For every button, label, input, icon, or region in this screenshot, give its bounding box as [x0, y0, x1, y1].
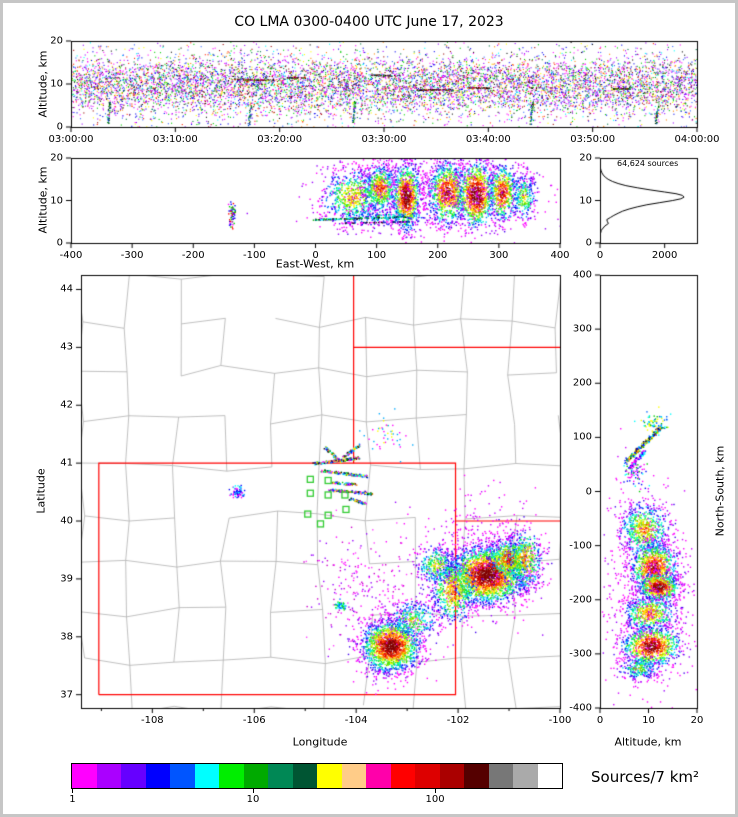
time-height-panel	[59, 29, 709, 139]
colorbar-segment	[170, 764, 195, 788]
colorbar-segment	[292, 764, 317, 788]
tick-label: -200	[181, 250, 205, 261]
tick-label: 0	[596, 250, 604, 261]
tick-label: 0	[585, 237, 592, 249]
tick-label: 03:20:00	[257, 134, 303, 145]
tick-label: 10	[642, 715, 655, 726]
tick-label: 100	[425, 794, 445, 805]
map-panel	[69, 263, 572, 720]
tick-label: 04:00:00	[674, 134, 720, 145]
tick-label: 0	[312, 250, 319, 261]
colorbar-segment	[488, 764, 513, 788]
tick-label: 20	[690, 715, 704, 726]
colorbar-segment	[366, 764, 391, 788]
tick-label: -108	[140, 715, 164, 726]
tick-label: -300	[120, 250, 144, 261]
tick-label: 10	[50, 195, 63, 206]
tick-label: 200	[572, 377, 592, 389]
tick-label: 0	[56, 121, 63, 133]
tick-label: 03:10:00	[152, 134, 198, 145]
tick-label: -106	[242, 715, 266, 726]
tick-label: 20	[50, 35, 63, 47]
tick-label: 200	[428, 250, 448, 261]
tick-label: 44	[60, 283, 73, 295]
colorbar	[71, 763, 563, 789]
ns-panel-xlabel: Altitude, km	[614, 735, 682, 749]
colorbar-segment	[194, 764, 219, 788]
colorbar-tick	[253, 789, 255, 793]
colorbar-tick	[435, 789, 437, 793]
tick-label: 39	[60, 573, 73, 585]
ns-panel-right-label: North-South, km	[713, 445, 727, 537]
colorbar-segment	[513, 764, 538, 788]
colorbar-segment	[439, 764, 464, 788]
tick-label: 400	[572, 269, 592, 281]
tick-label: -200	[569, 594, 592, 606]
tick-label: 03:00:00	[48, 134, 94, 145]
tick-label: 43	[60, 341, 73, 353]
tick-label: 03:50:00	[570, 134, 616, 145]
colorbar-label: Sources/7 km²	[591, 768, 700, 786]
colorbar-segment	[145, 764, 170, 788]
tick-label: 38	[60, 631, 73, 643]
tick-label: 10	[579, 195, 592, 206]
colorbar-segment	[464, 764, 489, 788]
tick-label: 40	[60, 515, 73, 527]
source-count-annotation: 64,624 sources	[617, 159, 679, 168]
tick-label: 20	[579, 152, 592, 164]
tick-label: 41	[60, 457, 73, 469]
tick-label: 10	[50, 78, 63, 90]
colorbar-tick	[72, 789, 74, 793]
ew-panel-ylabel: Altitude, km	[36, 166, 50, 234]
tick-label: 0	[56, 237, 63, 249]
colorbar-segment	[415, 764, 440, 788]
altitude-histogram-panel	[588, 146, 709, 255]
tick-label: 300	[489, 250, 509, 261]
tick-label: -400	[569, 702, 592, 714]
colorbar-segment	[243, 764, 268, 788]
tick-label: 100	[572, 431, 592, 443]
colorbar-segment	[121, 764, 146, 788]
ew-panel-xlabel: East-West, km	[275, 257, 355, 271]
tick-label: -100	[243, 250, 266, 261]
tick-label: 400	[550, 250, 570, 261]
colorbar-segment	[317, 764, 342, 788]
tick-label: -104	[344, 715, 368, 726]
colorbar-segment	[341, 764, 366, 788]
colorbar-segment	[268, 764, 293, 788]
tick-label: -100	[548, 715, 572, 726]
tick-label: 03:40:00	[465, 134, 511, 145]
tick-label: 10	[246, 794, 260, 805]
time-panel-ylabel: Altitude, km	[36, 50, 50, 118]
tick-label: 03:30:00	[361, 134, 407, 145]
tick-label: 100	[367, 250, 387, 261]
tick-label: -102	[446, 715, 470, 726]
tick-label: 42	[60, 399, 73, 411]
north-south-cross-section-panel	[588, 263, 709, 720]
colorbar-segment	[96, 764, 121, 788]
tick-label: 300	[572, 323, 592, 335]
east-west-cross-section-panel	[59, 146, 572, 255]
tick-label: 0	[596, 715, 604, 726]
tick-label: 1	[69, 794, 76, 805]
map-xlabel: Longitude	[292, 735, 348, 749]
plot-title: CO LMA 0300-0400 UTC June 17, 2023	[234, 14, 504, 30]
map-ylabel: Latitude	[34, 468, 48, 514]
tick-label: 37	[60, 689, 73, 701]
colorbar-segment	[72, 764, 97, 788]
tick-label: -400	[59, 250, 83, 261]
tick-label: 20	[50, 152, 63, 164]
colorbar-segment	[219, 764, 244, 788]
tick-label: -300	[569, 648, 592, 660]
tick-label: 0	[585, 486, 592, 497]
tick-label: -100	[569, 540, 592, 552]
colorbar-segment	[537, 764, 562, 788]
tick-label: 2000	[651, 250, 678, 261]
colorbar-segment	[390, 764, 415, 788]
